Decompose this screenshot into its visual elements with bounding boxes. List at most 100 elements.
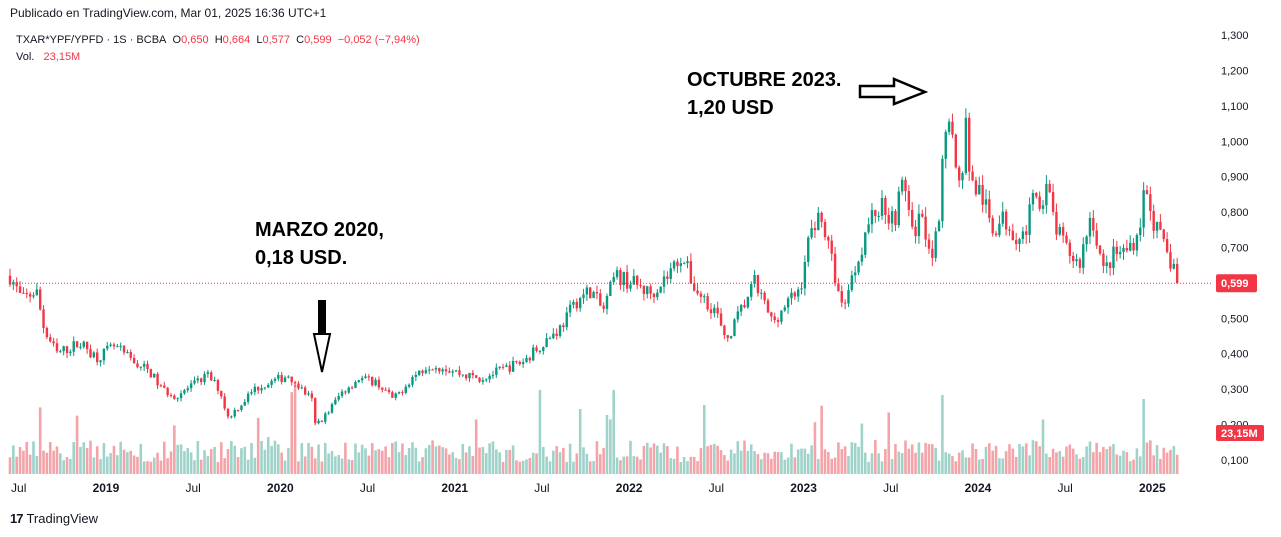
volume-bar [48, 442, 52, 474]
candle-body [226, 408, 230, 417]
candle-body [106, 345, 109, 349]
candle-body [605, 295, 609, 309]
volume-bar [998, 458, 1001, 474]
candle-body [293, 382, 297, 384]
candle-body [149, 369, 153, 378]
candle-body [485, 379, 488, 381]
candle-body [780, 310, 783, 322]
candle-body [927, 239, 931, 249]
candle-body [1035, 192, 1038, 197]
volume-bar [924, 442, 927, 474]
candle-body [934, 231, 937, 258]
candle-body [548, 338, 552, 340]
candle-body [951, 121, 954, 135]
volume-bar [1065, 446, 1068, 474]
candle-body [444, 369, 448, 372]
volume-bar [1172, 445, 1176, 474]
candle-body [253, 386, 257, 393]
volume-bar [344, 442, 347, 474]
volume-bar [464, 452, 468, 474]
volume-bar [219, 442, 223, 474]
candle-body [142, 363, 146, 367]
candle-body [800, 288, 803, 290]
candle-body [1118, 252, 1122, 255]
candle-body [206, 372, 210, 374]
candle-body [52, 341, 55, 344]
candle-body [750, 283, 753, 297]
volume-bar [471, 455, 475, 474]
price-tick: 0,800 [1221, 207, 1249, 219]
volume-bar [179, 444, 183, 474]
volume-bar [521, 460, 525, 474]
candle-body [79, 346, 82, 348]
volume-bar [206, 456, 210, 474]
volume-bar [629, 440, 632, 474]
volume-bar [941, 395, 944, 474]
candle-body [223, 396, 226, 409]
volume-bar [951, 456, 954, 474]
candle-body [213, 380, 216, 382]
volume-bar [454, 457, 458, 474]
candle-body [813, 228, 817, 231]
octubre-line2: 1,20 USD [687, 97, 774, 119]
down-arrow-icon [312, 300, 332, 373]
candle-body [441, 369, 444, 372]
volume-bar [900, 453, 904, 474]
symbol-label[interactable]: TXAR*YPF/YPFD · 1S · BCBA [16, 34, 167, 46]
volume-bar [414, 447, 418, 474]
volume-bar [870, 453, 874, 474]
candle-body [957, 167, 961, 181]
volume-bar [894, 443, 897, 474]
volume-bar [15, 456, 19, 474]
candle-body [112, 344, 116, 347]
candle-body [917, 213, 921, 237]
candle-body [770, 312, 773, 317]
volume-bar [236, 457, 240, 474]
candle-body [169, 395, 173, 397]
volume-bar [686, 461, 689, 474]
candle-body [508, 365, 511, 372]
footer-brand[interactable]: 17 TradingView [10, 511, 98, 526]
volume-bar [743, 440, 746, 474]
volume-bar [632, 456, 636, 474]
last-price-badge: 0,599 [1216, 274, 1257, 293]
candle-body [1048, 183, 1051, 193]
candle-body [35, 289, 39, 296]
candle-body [1122, 248, 1125, 253]
volume-bar [230, 440, 233, 474]
candle-body [696, 290, 699, 294]
volume-bar [303, 456, 307, 474]
volume-bar [1055, 452, 1058, 474]
candle-body [1051, 192, 1055, 212]
volume-bar [793, 457, 797, 474]
volume-bar [994, 445, 998, 474]
candle-body [62, 346, 65, 352]
volume-bar [256, 417, 260, 474]
volume-bar [495, 449, 498, 474]
candle-body [320, 420, 324, 422]
candle-body [267, 384, 270, 388]
candle-body [179, 393, 183, 399]
volume-bar [223, 458, 226, 474]
volume-bar [914, 452, 917, 474]
candle-body [981, 184, 984, 205]
volume-bar [863, 452, 867, 474]
candle-body [491, 374, 495, 376]
volume-bar [1081, 457, 1085, 474]
candle-body [1071, 255, 1075, 262]
candle-body [629, 284, 632, 289]
volume-bar [719, 450, 723, 474]
candle-body [404, 386, 407, 393]
volume-bar [243, 446, 247, 474]
volume-bar [139, 443, 143, 474]
volume-bar [116, 455, 119, 474]
volume-bar [146, 461, 149, 474]
volume-bar [867, 461, 870, 474]
volume-bar [904, 440, 907, 474]
candle-body [260, 388, 263, 391]
candle-body [303, 387, 307, 395]
volume-bar [558, 452, 562, 474]
candle-body [971, 171, 974, 181]
candle-body [538, 350, 542, 352]
